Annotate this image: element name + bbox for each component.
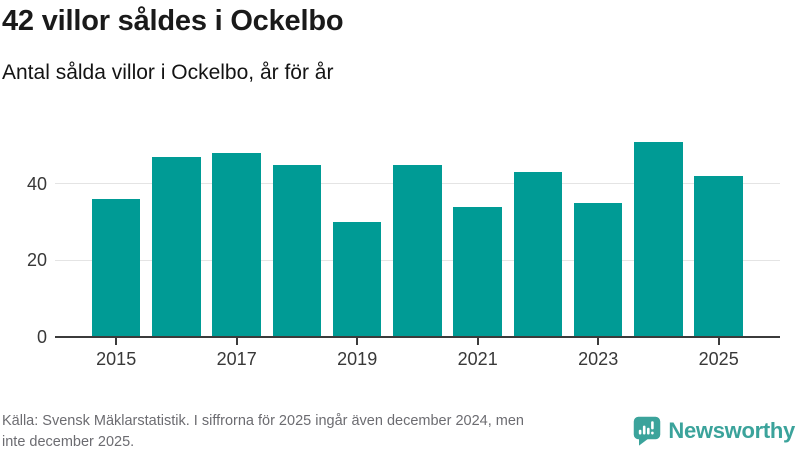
- newsworthy-bar-chart-bubble-icon: [634, 416, 661, 446]
- bar-2019: [332, 222, 382, 337]
- x-axis-tick-2015: [115, 338, 118, 345]
- x-axis-label-2019: 2019: [337, 349, 378, 369]
- bar-2023: [573, 202, 623, 337]
- y-axis-label-20: 20: [26, 250, 47, 271]
- x-axis-tick-2021: [476, 338, 479, 345]
- bar-2015: [91, 199, 141, 337]
- x-axis-tick-2017: [235, 338, 238, 345]
- bar-2022: [513, 172, 563, 337]
- bar-2017: [212, 153, 261, 337]
- x-axis-label-2015: 2015: [96, 349, 137, 369]
- x-axis-label-2017: 2017: [216, 349, 257, 369]
- bar-2018: [272, 164, 322, 337]
- newsworthy-logo-text: Newsworthy: [668, 418, 795, 443]
- bar-2021: [453, 206, 502, 337]
- bar-2020: [393, 164, 442, 337]
- y-axis-label-0: 0: [36, 327, 47, 347]
- bar-2024: [634, 141, 683, 337]
- bar-2025: [694, 176, 743, 337]
- x-axis-label-2025: 2025: [698, 349, 739, 369]
- plot-area: [55, 130, 780, 345]
- x-axis-label-2021: 2021: [457, 349, 498, 369]
- newsworthy-logo: Newsworthy: [633, 416, 795, 446]
- bar-2016: [152, 156, 201, 337]
- x-axis-tick-2025: [717, 338, 720, 345]
- x-axis-tick-2019: [356, 338, 359, 345]
- bar-chart: 2015 2017 2019 2021 2023 2025 0 20 40: [0, 130, 800, 380]
- x-axis-line: [55, 335, 780, 339]
- y-axis-label-40: 40: [26, 173, 47, 194]
- source-note: Källa: Svensk Mäklarstatistik. I siffror…: [2, 413, 524, 450]
- x-axis-label-2023: 2023: [578, 349, 619, 369]
- x-axis-tick-2023: [597, 338, 600, 345]
- chart-subtitle: Antal sålda villor i Ockelbo, år för år: [2, 61, 334, 84]
- chart-title: 42 villor såldes i Ockelbo: [2, 5, 344, 37]
